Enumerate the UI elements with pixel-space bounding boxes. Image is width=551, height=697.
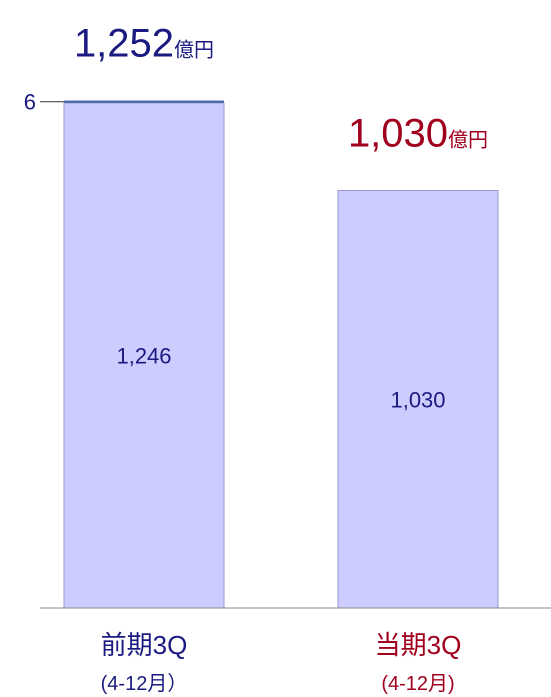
total-unit: 億円 xyxy=(448,129,488,152)
bar-segment xyxy=(64,100,224,103)
x-tick-label: 当期3Q xyxy=(375,630,462,660)
bar-segment xyxy=(337,190,499,609)
total-value: 1,030 xyxy=(348,112,448,156)
total-unit: 億円 xyxy=(174,39,214,62)
data-label: 1,246 xyxy=(116,343,171,368)
x-tick-sublabel: (4-12月） xyxy=(101,672,188,695)
total-label: 1,030億円 xyxy=(348,112,488,156)
total-label: 1,252億円 xyxy=(74,22,214,66)
total-value: 1,252 xyxy=(74,22,174,66)
data-label: 6 xyxy=(24,90,36,115)
x-tick-sublabel: (4-12月) xyxy=(381,673,454,695)
bar-segment xyxy=(63,102,225,609)
data-label: 1,030 xyxy=(390,387,445,412)
x-tick-label: 前期3Q xyxy=(101,630,188,660)
